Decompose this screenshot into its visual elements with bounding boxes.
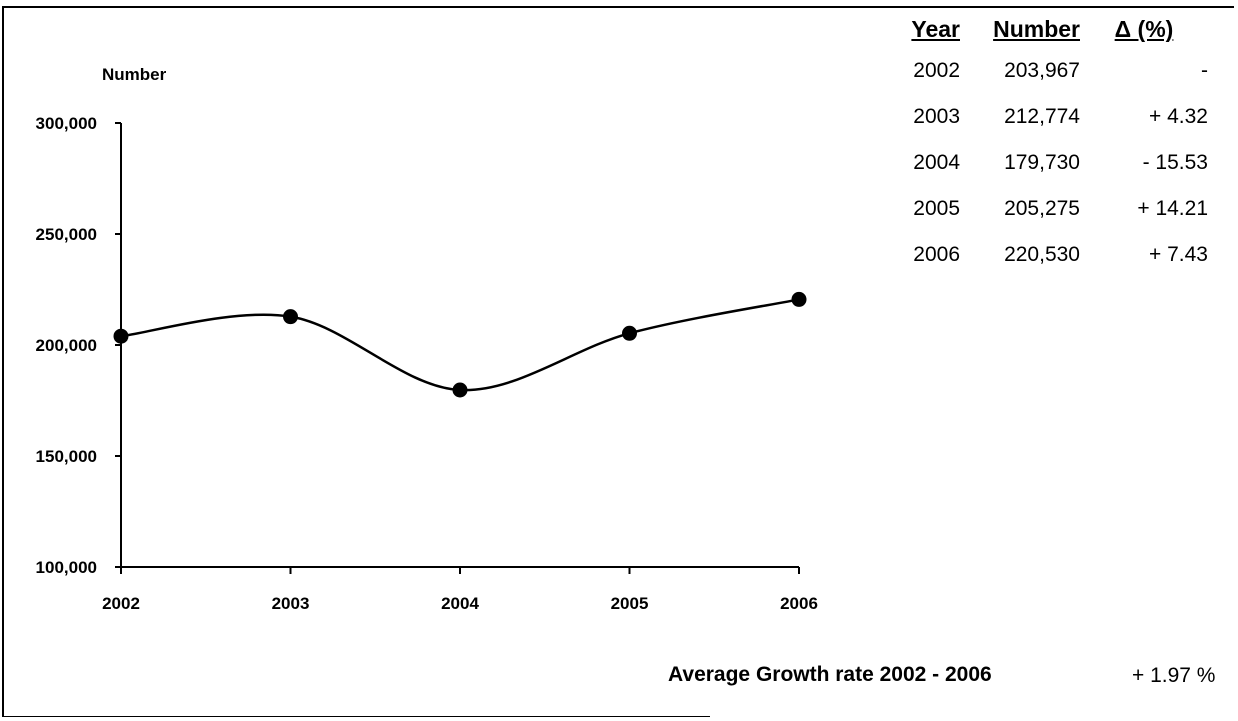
table-row: 2002 203,967 - xyxy=(880,48,1208,94)
row-number: 203,967 xyxy=(1004,59,1080,82)
row-delta: - xyxy=(1201,59,1208,82)
row-delta: - 15.53 xyxy=(1142,151,1208,174)
row-year: 2004 xyxy=(913,151,960,174)
average-growth-value: + 1.97 % xyxy=(1132,664,1216,687)
table-row: 2005 205,275 + 14.21 xyxy=(880,186,1208,232)
x-tick-label: 2002 xyxy=(102,594,140,613)
row-year: 2003 xyxy=(913,105,960,128)
header-year: Year xyxy=(911,16,960,42)
x-tick-label: 2003 xyxy=(272,594,310,613)
chart-series xyxy=(120,298,800,392)
table-row: 2003 212,774 + 4.32 xyxy=(880,94,1208,140)
header-number: Number xyxy=(993,16,1080,42)
data-point xyxy=(791,291,807,307)
row-number: 220,530 xyxy=(1004,243,1080,266)
row-number: 205,275 xyxy=(1004,197,1080,220)
row-year: 2006 xyxy=(913,243,960,266)
table-row: 2006 220,530 + 7.43 xyxy=(880,232,1208,278)
row-delta: + 4.32 xyxy=(1149,105,1208,128)
series-line xyxy=(120,298,800,392)
y-tick-label: 100,000 xyxy=(36,558,97,577)
data-point xyxy=(113,328,129,344)
x-tick-label: 2005 xyxy=(611,594,649,613)
row-year: 2002 xyxy=(913,59,960,82)
chart-points xyxy=(113,291,807,398)
header-delta: Δ (%) xyxy=(1114,16,1174,42)
stats-table: Year Number Δ (%) 2002 203,967 - 2003 21… xyxy=(880,16,1208,278)
x-tick-label: 2004 xyxy=(441,594,479,613)
row-number: 212,774 xyxy=(1004,105,1080,128)
row-number: 179,730 xyxy=(1004,151,1080,174)
y-tick-label: 250,000 xyxy=(36,225,97,244)
data-point xyxy=(622,325,637,341)
y-axis-label: Number xyxy=(102,65,167,84)
chart-axes xyxy=(120,123,799,568)
y-tick-label: 300,000 xyxy=(36,114,97,133)
row-year: 2005 xyxy=(913,197,960,220)
table-row: 2004 179,730 - 15.53 xyxy=(880,140,1208,186)
y-tick-label: 150,000 xyxy=(36,447,97,466)
average-growth-label: Average Growth rate 2002 - 2006 xyxy=(668,663,992,686)
chart-frame xyxy=(2,6,1234,716)
x-tick-label: 2006 xyxy=(780,594,818,613)
stats-header-row: Year Number Δ (%) xyxy=(880,16,1208,48)
data-point xyxy=(283,309,298,325)
y-tick-label: 200,000 xyxy=(36,336,97,355)
row-delta: + 7.43 xyxy=(1149,243,1208,266)
row-delta: + 14.21 xyxy=(1137,197,1208,220)
frame-bottom-line xyxy=(2,716,710,717)
chart-ticks: 100,000 150,000 200,000 250,000 300,000 2002 2… xyxy=(36,114,818,613)
data-point xyxy=(452,382,468,398)
